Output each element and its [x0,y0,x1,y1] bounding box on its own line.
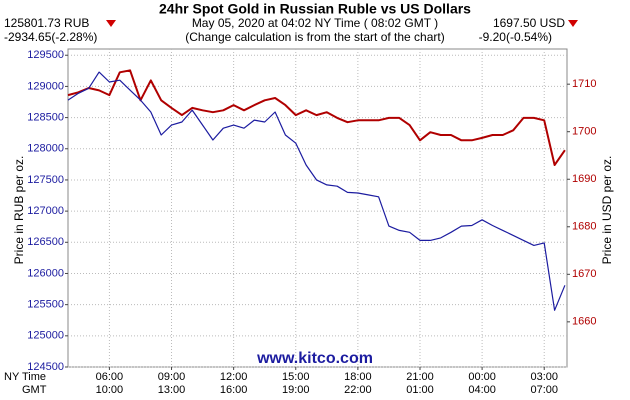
x-tick-label-gmt: 22:00 [344,384,372,396]
y-tick-label: 129500 [27,49,64,61]
y2-tick-label: 1710 [572,78,596,90]
x-tick-label: 09:00 [158,371,186,383]
down-arrow [106,20,116,27]
usd-change: -9.20(-0.54%) [479,30,552,44]
y-tick-label: 126500 [27,236,64,248]
x-tick-label-gmt: 10:00 [96,384,124,396]
x-tick-label-gmt: 07:00 [530,384,558,396]
y-tick-label: 127000 [27,205,64,217]
subtitle: May 05, 2020 at 04:02 NY Time ( 08:02 GM… [192,16,438,30]
y2-tick-label: 1680 [572,221,596,233]
note: (Change calculation is from the start of… [185,30,444,44]
chart-title: 24hr Spot Gold in Russian Ruble vs US Do… [159,1,471,17]
x-tick-label: 06:00 [96,371,124,383]
y-tick-label: 128000 [27,143,64,155]
usd-price: 1697.50 USD [493,16,565,30]
x-tick-label-gmt: 01:00 [406,384,434,396]
rub-change: -2934.65(-2.28%) [4,30,97,44]
x-tick-label: 21:00 [406,371,434,383]
x-tick-label-gmt: 04:00 [468,384,496,396]
y2-tick-label: 1670 [572,268,596,280]
y2-tick-label: 1700 [572,126,596,138]
y-tick-label: 126000 [27,267,64,279]
down-arrow [568,20,578,27]
y-tick-label: 127500 [27,174,64,186]
plot-frame [67,48,568,368]
x-tick-label: 12:00 [220,371,248,383]
y2-axis-label: Price in USD per oz. [600,156,614,265]
x-row-label: GMT [22,384,47,396]
x-tick-label: 18:00 [344,371,372,383]
y-axis-label: Price in RUB per oz. [12,156,26,265]
x-tick-label: 15:00 [282,371,310,383]
x-tick-label-gmt: 19:00 [282,384,310,396]
y2-tick-label: 1690 [572,173,596,185]
rub-price: 125801.73 RUB [4,16,89,30]
x-row-label: NY Time [4,371,46,383]
x-tick-label-gmt: 13:00 [158,384,186,396]
y2-tick-label: 1660 [572,316,596,328]
y-tick-label: 125000 [27,330,64,342]
y-tick-label: 129000 [27,80,64,92]
watermark: www.kitco.com [256,350,373,367]
series-line [67,69,566,166]
y-tick-label: 124500 [27,361,64,373]
x-tick-label: 03:00 [530,371,558,383]
series-line [67,71,566,311]
y-tick-label: 128500 [27,111,64,123]
y-tick-label: 125500 [27,299,64,311]
x-tick-label-gmt: 16:00 [220,384,248,396]
x-tick-label: 00:00 [468,371,496,383]
